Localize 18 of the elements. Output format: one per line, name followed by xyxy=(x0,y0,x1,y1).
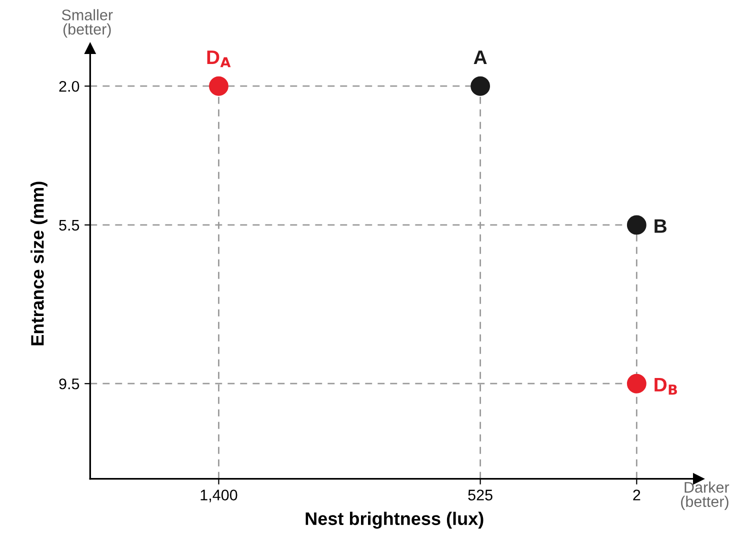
annotation: A xyxy=(474,50,487,64)
point xyxy=(626,215,646,235)
y-tick-label: 5.5 xyxy=(59,220,80,231)
y-axis-title: Entrance size (mm) xyxy=(30,182,48,346)
y-tick-label: 9.5 xyxy=(59,378,80,390)
x-tick-label: 525 xyxy=(468,490,492,500)
annotation: D$_{B}$ xyxy=(654,378,677,395)
annotation: B xyxy=(654,219,666,233)
annotation: D$_{A}$ xyxy=(207,50,231,68)
x-tick-label: 2 xyxy=(633,490,640,500)
x-axis-title: Nest brightness (lux) xyxy=(306,512,484,529)
y-tick-label: 2.0 xyxy=(59,80,80,92)
text: Darker (better) xyxy=(681,482,730,510)
text: Smaller (better) xyxy=(62,9,113,38)
point xyxy=(470,76,490,96)
point xyxy=(208,76,228,96)
point xyxy=(626,374,646,394)
x-tick-label: 1,400 xyxy=(200,490,238,502)
